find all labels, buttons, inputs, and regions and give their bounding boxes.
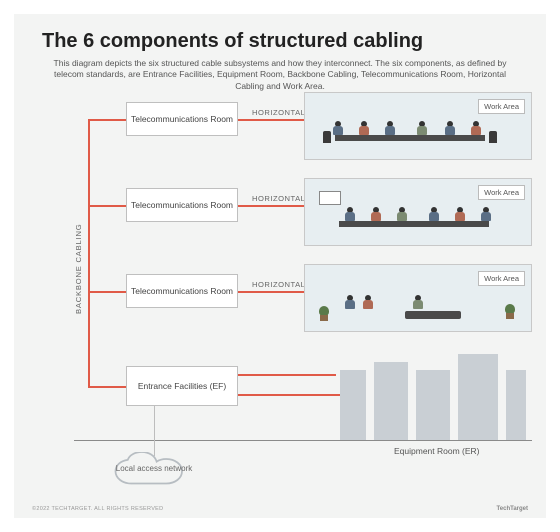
telecom-room-box: Telecommunications Room [126, 102, 238, 136]
telecom-room-box: Telecommunications Room [126, 274, 238, 308]
equipment-rack [340, 370, 366, 440]
entrance-facilities-label: Entrance Facilities (EF) [138, 381, 226, 391]
brand-text: TechTarget [497, 506, 528, 512]
telecom-room-label: Telecommunications Room [131, 286, 233, 296]
work-area-scene [305, 265, 531, 331]
work-area: Work Area [304, 264, 532, 332]
work-area-scene [305, 179, 531, 245]
entrance-facilities-box: Entrance Facilities (EF) [126, 366, 238, 406]
telecom-room-label: Telecommunications Room [131, 200, 233, 210]
backbone-stub [88, 291, 126, 293]
equipment-rack [416, 370, 450, 440]
canvas: The 6 components of structured cabling T… [0, 0, 560, 532]
cloud-label: Local access network [110, 464, 198, 474]
horizontal-cabling-line [238, 291, 304, 293]
backbone-to-entrance [88, 386, 126, 388]
diagram-panel: The 6 components of structured cabling T… [14, 14, 546, 518]
backbone-label: BACKBONE CABLING [74, 224, 83, 314]
ef-to-cloud-line [154, 406, 155, 456]
backbone-stub [88, 205, 126, 207]
diagram-subtitle: This diagram depicts the six structured … [42, 58, 518, 92]
equipment-rack [374, 362, 408, 440]
equipment-room-label: Equipment Room (ER) [394, 446, 480, 456]
diagram-title: The 6 components of structured cabling [42, 30, 423, 53]
ef-to-er-line [238, 374, 334, 376]
copyright-text: ©2022 TECHTARGET. ALL RIGHTS RESERVED [32, 506, 163, 512]
equipment-rack [506, 370, 526, 440]
work-area: Work Area [304, 178, 532, 246]
telecom-room-box: Telecommunications Room [126, 188, 238, 222]
equipment-rack [458, 354, 498, 440]
work-area: Work Area [304, 92, 532, 160]
work-area-scene [305, 93, 531, 159]
horizontal-cabling-line [238, 119, 304, 121]
telecom-room-label: Telecommunications Room [131, 114, 233, 124]
ground-baseline [74, 440, 532, 441]
horizontal-cabling-line [238, 205, 304, 207]
backbone-stub [88, 119, 126, 121]
ef-to-er-line [334, 374, 336, 376]
backbone-line [88, 119, 90, 387]
